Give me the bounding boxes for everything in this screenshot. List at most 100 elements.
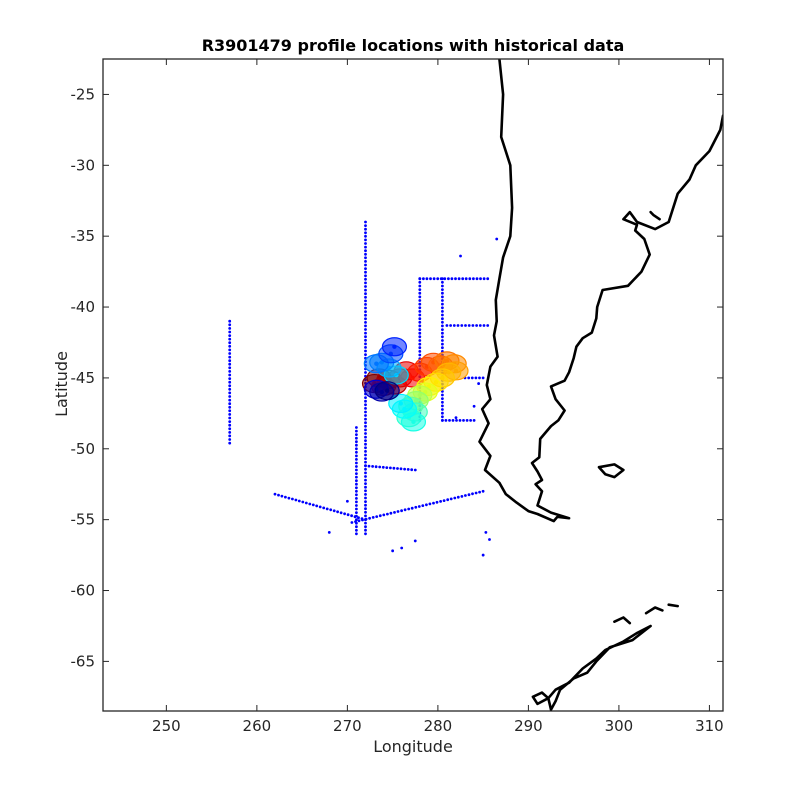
historical-point <box>471 324 475 327</box>
historical-point <box>471 492 474 496</box>
historical-point <box>441 328 444 331</box>
historical-point <box>414 505 418 509</box>
historical-point <box>441 288 444 291</box>
historical-point <box>413 539 417 543</box>
historical-point <box>364 489 367 493</box>
historical-point <box>364 285 367 288</box>
historical-point <box>364 503 367 507</box>
historical-point <box>449 497 453 501</box>
historical-point <box>467 493 471 497</box>
historical-point <box>364 295 367 299</box>
historical-point <box>357 516 360 520</box>
historical-point <box>355 500 358 504</box>
historical-point <box>441 320 444 324</box>
historical-point <box>429 277 432 281</box>
historical-point <box>418 335 422 339</box>
historical-point <box>403 508 407 512</box>
historical-point <box>456 495 460 499</box>
x-tick-label: 270 <box>333 717 362 735</box>
historical-point <box>454 277 457 281</box>
historical-point <box>418 320 422 324</box>
historical-point <box>228 355 232 359</box>
historical-point <box>375 515 379 518</box>
historical-point <box>355 511 358 514</box>
historical-point <box>364 242 367 245</box>
historical-point <box>228 402 232 406</box>
historical-point <box>371 465 374 468</box>
historical-point <box>461 277 465 281</box>
historical-point <box>418 295 422 299</box>
historical-point <box>364 417 367 421</box>
historical-point <box>355 450 358 454</box>
x-tick-label: 290 <box>514 717 543 735</box>
historical-point <box>486 324 490 327</box>
historical-point <box>364 517 368 521</box>
profile-point <box>411 419 416 425</box>
coastline-0 <box>478 59 723 523</box>
historical-point <box>228 366 232 370</box>
historical-point <box>442 499 446 502</box>
historical-point <box>482 277 486 281</box>
historical-point <box>468 277 472 281</box>
historical-point <box>364 424 367 428</box>
plot-contents <box>228 59 723 711</box>
x-axis-label: Longitude <box>373 737 453 756</box>
plot-area: 250 260 270 280 290 300 310 -25 -30 -35 -40 -45 -50 -… <box>71 58 724 735</box>
historical-point <box>418 299 422 302</box>
historical-point <box>355 433 358 436</box>
historical-point <box>475 324 478 327</box>
historical-point <box>460 324 464 327</box>
historical-point <box>364 292 367 296</box>
historical-point <box>481 553 485 557</box>
historical-point <box>456 324 460 327</box>
historical-point <box>454 416 458 419</box>
historical-point <box>355 525 358 529</box>
historical-point <box>396 510 400 513</box>
historical-point <box>453 496 457 500</box>
historical-point <box>364 446 367 450</box>
historical-point <box>441 393 444 397</box>
historical-point <box>459 254 462 258</box>
historical-point <box>364 485 367 489</box>
historical-point <box>425 503 428 507</box>
coastline-5 <box>613 616 632 625</box>
historical-point <box>439 500 442 503</box>
historical-point <box>364 277 367 281</box>
historical-point <box>228 373 232 377</box>
y-tick-label: -50 <box>71 440 96 458</box>
historical-point <box>364 353 367 356</box>
historical-point <box>228 380 232 384</box>
historical-point <box>441 411 444 415</box>
historical-point <box>364 227 367 231</box>
historical-point <box>441 339 444 342</box>
historical-point <box>389 511 393 515</box>
historical-point <box>364 371 367 374</box>
historical-point <box>389 466 392 470</box>
historical-point <box>441 408 444 411</box>
historical-point <box>486 277 490 281</box>
historical-point <box>228 405 232 409</box>
historical-point <box>410 506 414 510</box>
historical-point <box>418 350 422 353</box>
historical-point <box>417 505 421 508</box>
y-tick-label: -25 <box>71 85 96 103</box>
y-tick-label: -30 <box>71 156 96 174</box>
historical-point <box>346 513 350 517</box>
historical-point <box>418 328 422 331</box>
historical-point <box>355 447 358 451</box>
historical-point <box>228 420 232 423</box>
historical-point <box>472 404 476 408</box>
historical-point <box>301 500 305 504</box>
historical-point <box>364 313 367 317</box>
historical-point <box>364 471 367 475</box>
historical-point <box>364 525 367 529</box>
historical-point <box>455 419 458 422</box>
historical-point <box>364 460 367 464</box>
historical-point <box>441 335 444 339</box>
historical-point <box>228 344 232 348</box>
historical-point <box>364 267 367 270</box>
historical-point <box>441 284 444 288</box>
historical-point <box>441 302 444 306</box>
historical-point <box>465 419 469 422</box>
